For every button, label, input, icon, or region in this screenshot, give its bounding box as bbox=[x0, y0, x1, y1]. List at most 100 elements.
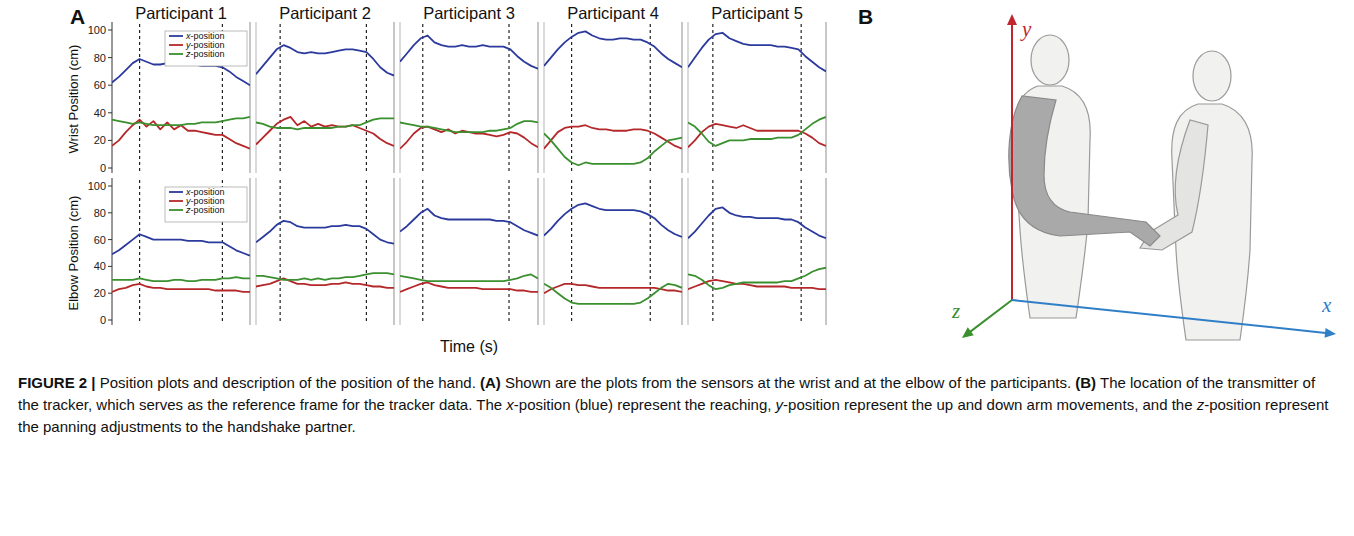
y-tick bbox=[108, 293, 112, 294]
diagram-arrowhead bbox=[962, 327, 974, 338]
legend-swatch bbox=[169, 209, 183, 211]
panel-title: Participant 4 bbox=[567, 4, 659, 22]
series-line bbox=[112, 117, 250, 125]
chart: Participant 4 bbox=[544, 4, 682, 173]
y-tick-label: 40 bbox=[94, 260, 106, 272]
caption-text: FIGURE 2 | bbox=[18, 374, 96, 391]
series-line bbox=[112, 284, 250, 292]
event-line bbox=[139, 180, 140, 323]
event-line bbox=[801, 180, 802, 323]
diagram-axis-label: z bbox=[951, 299, 960, 323]
y-tick-label: 60 bbox=[94, 234, 106, 246]
legend-box bbox=[165, 187, 247, 222]
series-line bbox=[688, 117, 826, 146]
caption-text: -position (blue) represent the reaching, bbox=[514, 396, 776, 413]
frame-line bbox=[249, 22, 251, 173]
series-line bbox=[400, 127, 538, 149]
frame-line bbox=[825, 178, 827, 325]
chart: 0 20 40 60 80 100 Elbow Position (cm) x-positio… bbox=[66, 178, 250, 326]
frame-line bbox=[256, 178, 257, 325]
series-line bbox=[688, 268, 826, 289]
event-line bbox=[650, 24, 651, 171]
legend: x-positiony-positionz-position bbox=[165, 31, 247, 66]
plot-area bbox=[112, 59, 250, 149]
series-line bbox=[688, 33, 826, 72]
plot-area bbox=[544, 31, 682, 165]
frame-line bbox=[681, 178, 683, 325]
event-line bbox=[650, 180, 651, 323]
series-line bbox=[112, 234, 250, 255]
event-line bbox=[280, 180, 281, 323]
diagram-axis-label: y bbox=[1020, 17, 1032, 41]
series-line bbox=[400, 209, 538, 236]
series-line bbox=[256, 45, 394, 75]
panel-letter: A bbox=[70, 5, 85, 28]
y-tick bbox=[108, 320, 112, 321]
frame-line bbox=[537, 178, 539, 325]
series-line bbox=[256, 221, 394, 244]
y-tick-label: 80 bbox=[94, 207, 106, 219]
y-axis-title: Elbow Position (cm) bbox=[66, 196, 81, 311]
caption-text: (A) bbox=[480, 374, 501, 391]
chart bbox=[256, 178, 394, 325]
y-tick-label: 20 bbox=[94, 134, 106, 146]
frame-line bbox=[544, 178, 545, 325]
legend-swatch bbox=[169, 35, 183, 37]
series-line bbox=[544, 203, 682, 237]
caption-text: y bbox=[776, 396, 784, 413]
diagram-axis-label: x bbox=[1321, 293, 1332, 317]
caption: FIGURE 2 | Position plots and descriptio… bbox=[18, 372, 1336, 438]
series-line bbox=[256, 273, 394, 280]
chart bbox=[544, 178, 682, 325]
y-tick-label: 40 bbox=[94, 107, 106, 119]
y-tick-label: 100 bbox=[88, 24, 106, 36]
event-line bbox=[801, 24, 802, 171]
person-right-head bbox=[1193, 51, 1231, 101]
series-line bbox=[544, 31, 682, 67]
plot-area bbox=[400, 36, 538, 149]
y-tick bbox=[108, 239, 112, 240]
panel-letter: B bbox=[858, 5, 873, 28]
y-tick bbox=[108, 186, 112, 187]
plot-area bbox=[400, 209, 538, 292]
series-line bbox=[256, 118, 394, 129]
caption-text: Position plots and description of the po… bbox=[96, 374, 480, 391]
event-line bbox=[366, 24, 367, 171]
legend-label-part: -position bbox=[191, 49, 225, 59]
y-axis-title: Wrist Position (cm) bbox=[66, 45, 81, 154]
y-tick-label: 0 bbox=[100, 314, 106, 326]
x-axis-title: Time (s) bbox=[440, 338, 498, 355]
series-line bbox=[400, 121, 538, 132]
y-axis bbox=[112, 178, 113, 325]
series-line bbox=[112, 277, 250, 281]
y-tick bbox=[108, 85, 112, 86]
y-tick bbox=[108, 266, 112, 267]
frame-line bbox=[256, 22, 257, 173]
chart: Participant 3 bbox=[400, 4, 538, 173]
frame-line bbox=[393, 22, 395, 173]
legend: x-positiony-positionz-position bbox=[165, 187, 247, 222]
y-tick-label: 80 bbox=[94, 52, 106, 64]
diagram-arrowhead bbox=[1325, 328, 1336, 338]
diagram-axis bbox=[968, 300, 1012, 333]
plot-area bbox=[688, 207, 826, 289]
caption-text: -position represent the up and down arm … bbox=[783, 396, 1197, 413]
event-line bbox=[571, 24, 572, 171]
series-line bbox=[400, 36, 538, 69]
series-line bbox=[688, 124, 826, 147]
y-tick-label: 60 bbox=[94, 79, 106, 91]
panel-title: Participant 2 bbox=[279, 4, 371, 22]
plot-area bbox=[544, 203, 682, 304]
y-tick-label: 20 bbox=[94, 287, 106, 299]
y-tick bbox=[108, 57, 112, 58]
chart: Participant 5 bbox=[688, 4, 826, 173]
event-line bbox=[366, 180, 367, 323]
event-line bbox=[508, 24, 509, 171]
y-tick bbox=[108, 212, 112, 213]
y-tick-label: 100 bbox=[88, 180, 106, 192]
legend-box bbox=[165, 31, 247, 66]
chart: Participant 2 bbox=[256, 4, 394, 173]
panel-title: Participant 1 bbox=[135, 4, 227, 22]
frame-line bbox=[688, 178, 689, 325]
y-tick-label: 0 bbox=[100, 162, 106, 174]
